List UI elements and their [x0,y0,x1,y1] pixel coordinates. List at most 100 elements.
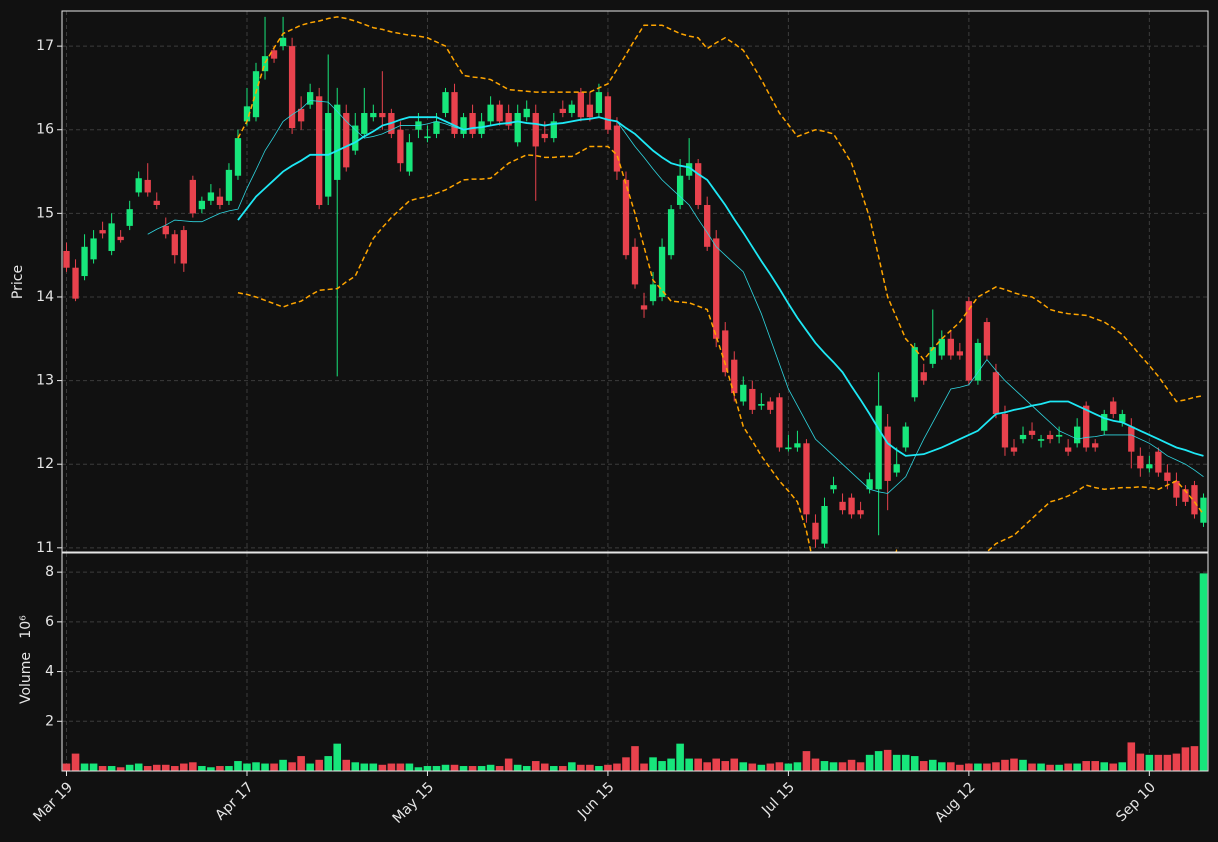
candle-body [1200,497,1207,523]
volume-bar [712,758,721,771]
candle-body [1137,455,1144,469]
volume-bar [360,763,369,771]
volume-bar [992,762,1000,771]
candle-body [731,359,738,394]
volume-bar [694,758,702,771]
candle-body [550,121,557,139]
candle-body [234,138,242,176]
candle-body [252,71,260,118]
volume-bar [414,767,423,771]
candle-body [460,117,467,134]
candle-body [676,175,684,205]
volume-bar [919,761,928,771]
volume-bar [1163,754,1172,771]
volume-bar [71,753,80,771]
candle-body [135,178,142,193]
y-tick-label: 17 [36,38,54,54]
volume-bar [180,763,188,771]
volume-bar [577,764,585,771]
candle-body [1146,464,1153,469]
candle-body [595,92,603,114]
volume-bar [116,767,125,771]
volume-bar [1073,763,1081,771]
candle-body [830,485,837,490]
volume-bar [270,763,278,771]
candle-body [938,338,945,356]
candle-body [911,347,918,398]
candle-body [424,136,431,139]
candle-body [72,267,79,299]
volume-bar [1100,762,1109,771]
volume-bar [874,751,883,771]
volume-bar [947,762,955,771]
volume-bar [965,763,973,771]
overlay-line [147,100,1204,494]
candle-body [839,501,846,511]
candle-body [1064,447,1072,452]
candle-body [514,113,521,143]
volume-bar [865,754,874,771]
candle-body [261,56,269,72]
volume-bar [333,743,342,771]
y-tick-label: 2 [45,713,54,729]
y-tick-label: 6 [45,614,54,630]
volume-bar [423,766,432,771]
candle-body [1128,426,1135,452]
candle-body [884,426,891,481]
candle-body [740,384,747,402]
candle-body [947,338,954,356]
candle-body [126,209,133,226]
volume-bar [640,763,648,771]
candle-body [920,372,927,381]
volume-bar [892,754,901,771]
volume-bar [495,766,504,771]
y-tick-label: 13 [36,373,54,389]
candle-body [866,479,873,490]
candle-body [180,230,187,264]
y-tick-label: 16 [36,122,54,138]
volume-bar [161,764,170,771]
y-tick-label: 15 [36,205,54,221]
candle-body [622,179,630,256]
volume-bar [171,766,179,771]
candle-body [469,113,476,134]
candle-body [1010,447,1018,452]
volume-bar [477,766,486,771]
candle-body [1073,426,1081,444]
price-panel-frame [61,10,1209,553]
volume-bar [829,762,838,771]
candle-body [667,209,675,256]
candle-body [171,234,178,256]
candle-body [90,238,97,260]
volume-bar [1145,754,1154,771]
volume-bar [216,766,224,771]
volume-bar [739,762,748,771]
volume-bar [531,761,540,771]
volume-bar [342,759,351,771]
volume-bar [396,763,405,771]
candle-body [785,447,792,450]
candle-body [631,246,639,285]
candle-body [361,113,368,134]
candle-body [316,96,323,205]
candle-body [658,246,666,297]
volume-bar [80,763,89,771]
volume-bar [1154,754,1163,771]
candle-body [713,238,720,339]
volume-scale-label: 10⁶ [18,615,34,639]
volume-bar [288,762,296,771]
volume-bar [730,758,739,771]
candle-body [749,388,756,410]
y-axis-label: Price [10,265,26,299]
volume-bar [938,762,946,771]
volume-bar [198,766,206,771]
candle-body [496,104,503,122]
volume-bar [387,763,396,771]
volume-axis-label: Volume [18,652,34,704]
volume-bar [125,764,134,771]
candle-body [279,37,287,47]
volume-bar [107,766,116,771]
candle-body [144,179,151,193]
volume-bar [1028,763,1036,771]
